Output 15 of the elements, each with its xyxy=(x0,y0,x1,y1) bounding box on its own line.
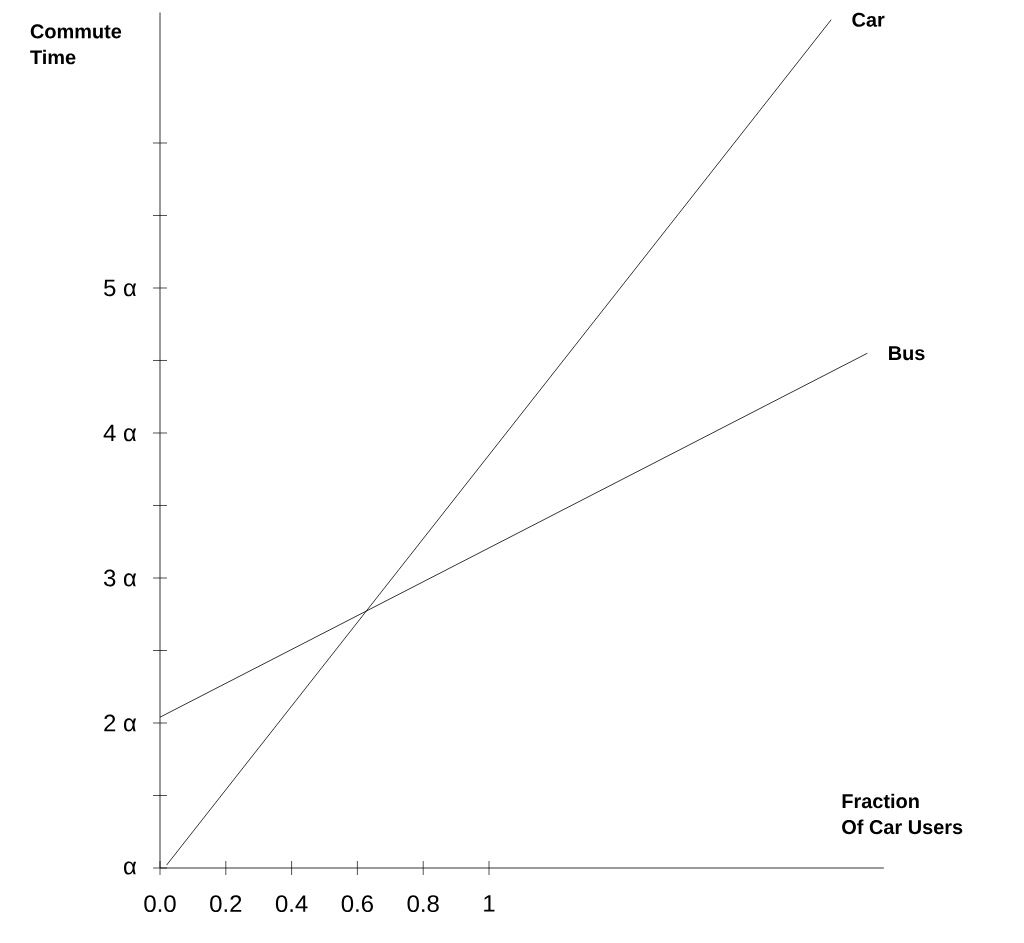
x-tick-label: 0.8 xyxy=(407,895,439,913)
x-tick-label: 0.0 xyxy=(144,895,176,913)
x-tick-label: 0.4 xyxy=(275,895,308,913)
x-tick-label: 1 xyxy=(484,895,495,912)
series-label: Bus xyxy=(889,346,925,361)
y-tick-label: α xyxy=(124,861,137,875)
y-tick-label: 2 α xyxy=(104,714,137,732)
y-tick-label: 4 α xyxy=(103,424,137,442)
x-tick-label: 0.2 xyxy=(210,895,242,913)
series-label: Car xyxy=(852,12,885,27)
y-axis-title: Commute Time xyxy=(30,24,122,65)
y-tick-label: 3 α xyxy=(103,569,137,587)
x-axis-title: Fraction Of Car Users xyxy=(842,793,963,835)
y-tick-label: 5 α xyxy=(104,279,137,297)
x-tick-label: 0.6 xyxy=(341,895,373,913)
